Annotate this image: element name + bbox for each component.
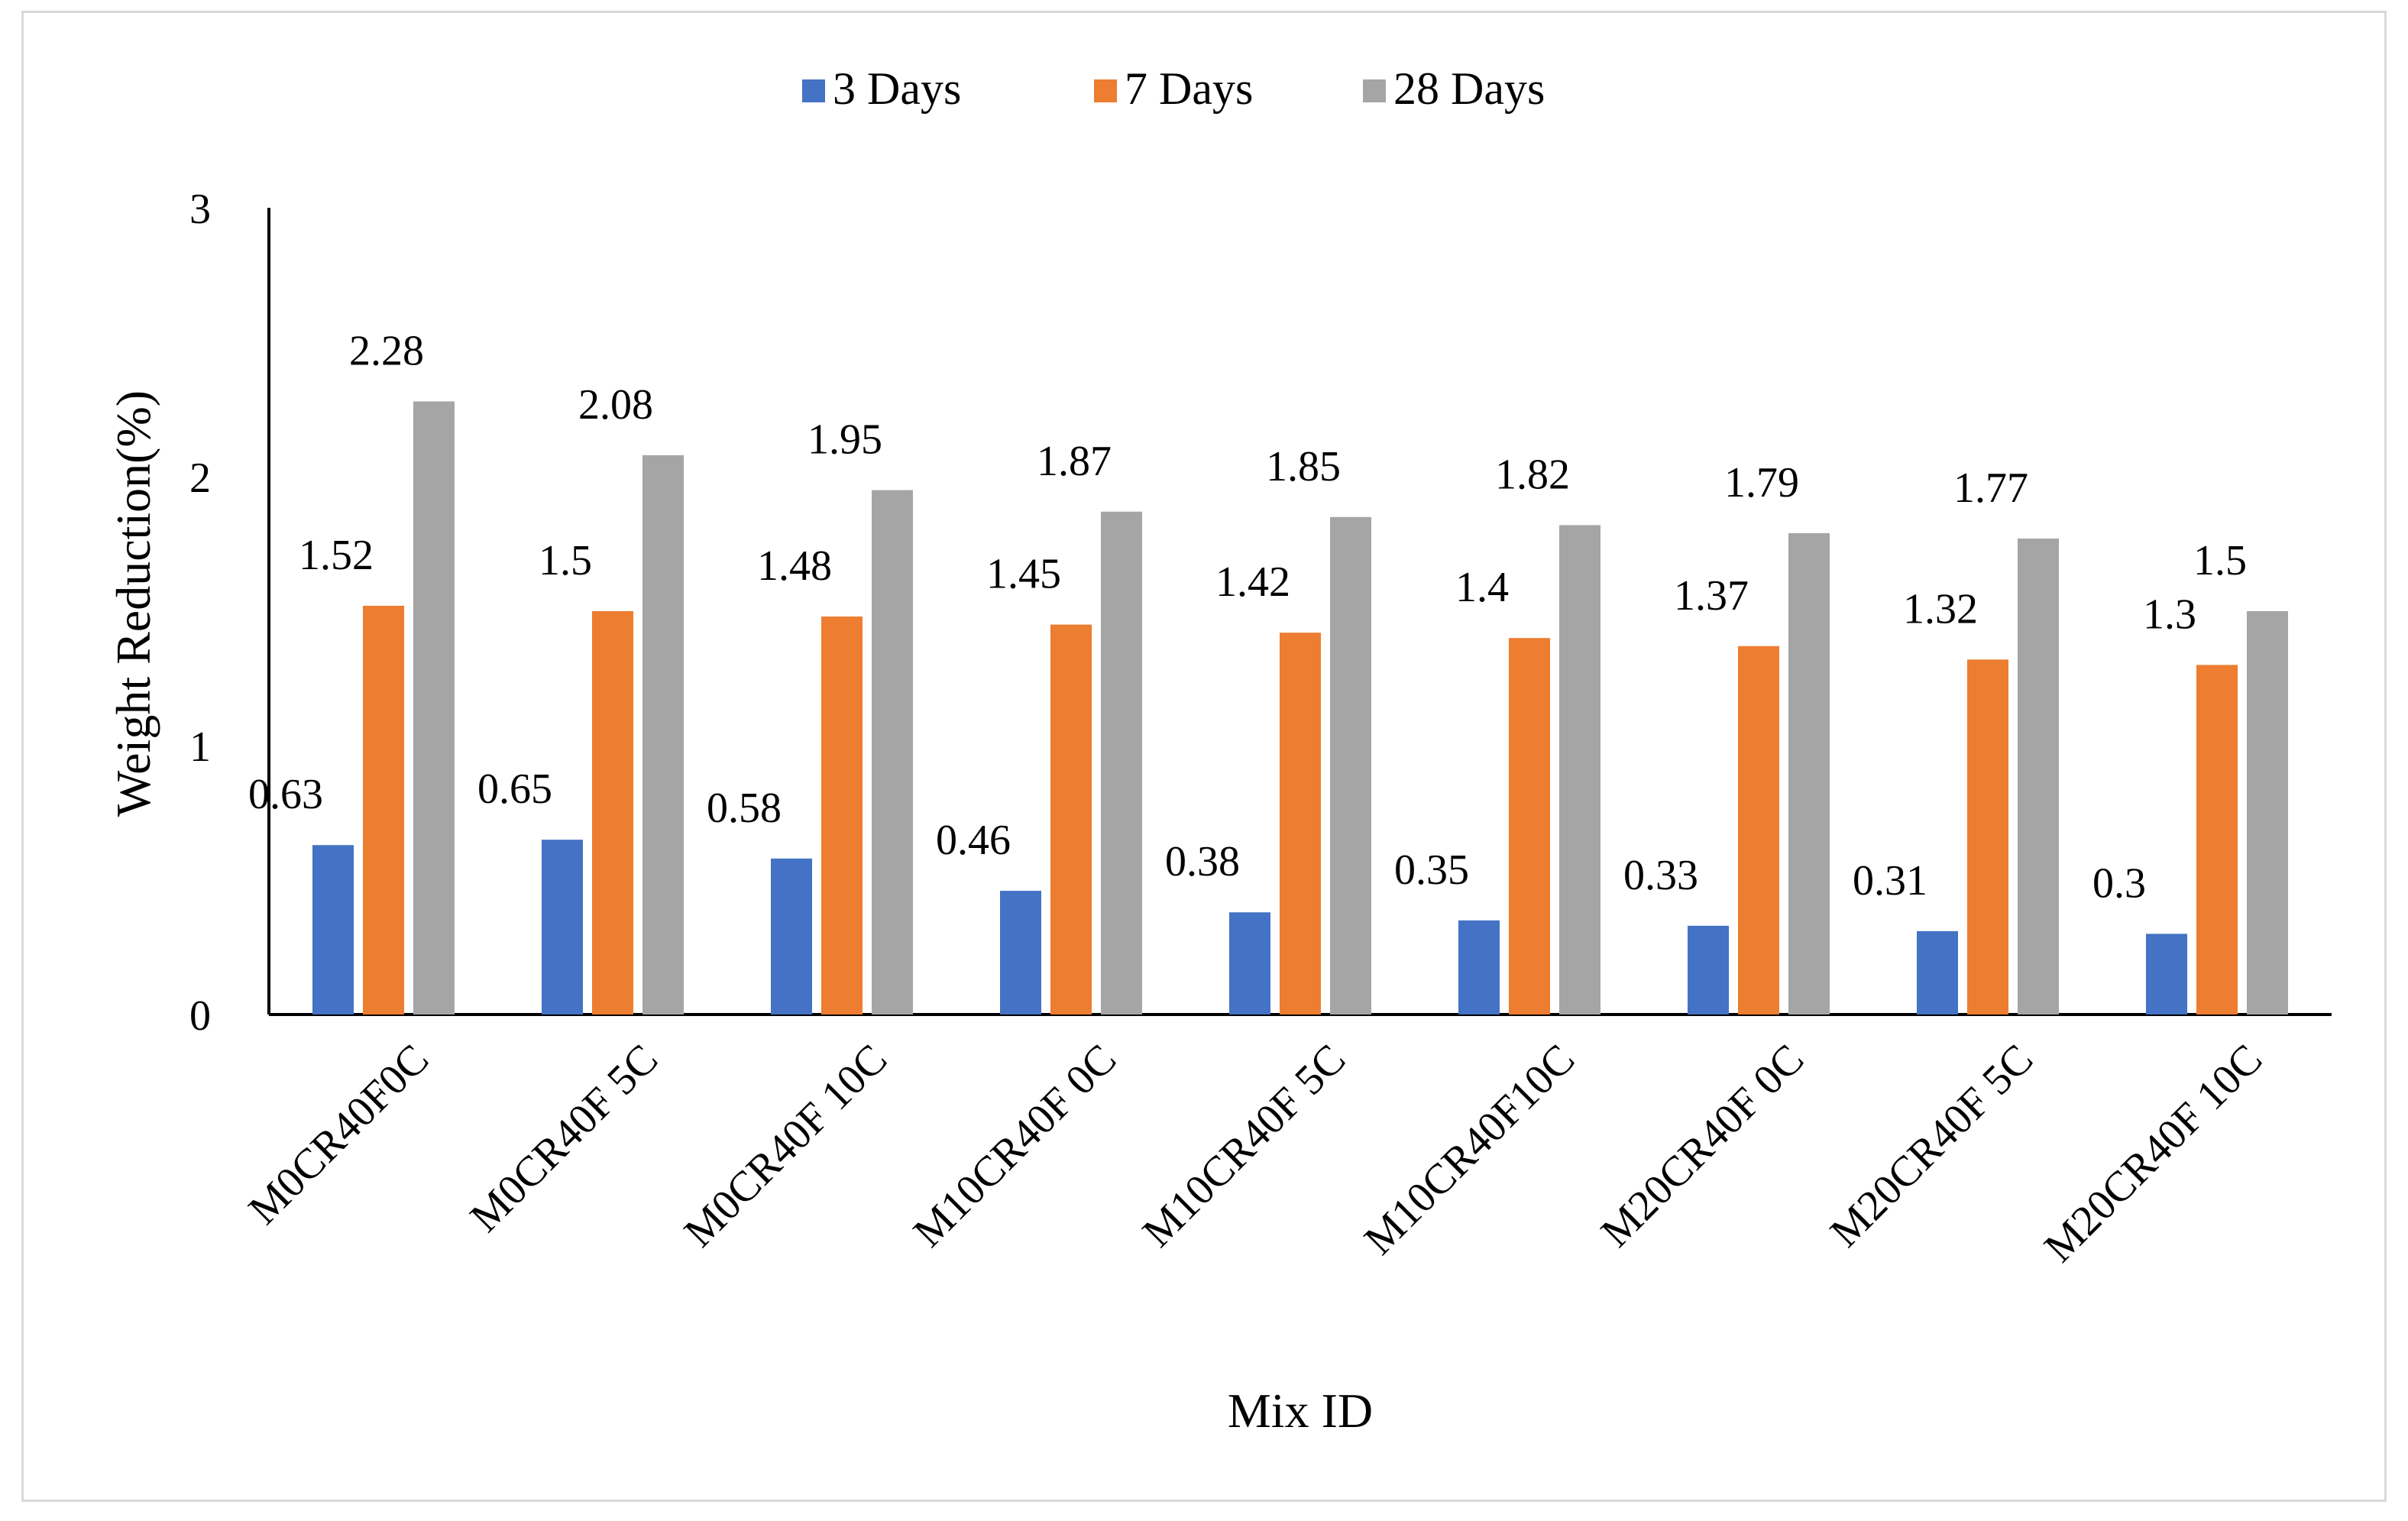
bar-28-days xyxy=(2018,538,2059,1015)
data-label: 2.08 xyxy=(578,381,653,429)
x-tick-label: M10CR40F 0C xyxy=(905,1035,1125,1256)
bar-28-days xyxy=(1330,516,1371,1015)
bar-7-days xyxy=(821,616,863,1015)
x-tick-label: M20CR40F 10C xyxy=(2035,1035,2271,1271)
legend-label: 7 Days xyxy=(1125,63,1253,114)
data-label: 1.77 xyxy=(1953,464,2028,512)
x-tick-label: M10CR40F 5C xyxy=(1134,1035,1354,1256)
y-tick-label: 1 xyxy=(189,723,211,771)
bar-3-days xyxy=(2146,934,2187,1015)
x-tick-label: M0CR40F 10C xyxy=(675,1035,896,1256)
data-label: 1.52 xyxy=(299,532,374,579)
bar-28-days xyxy=(1788,532,1830,1015)
x-tick-label: M20CR40F 5C xyxy=(1821,1035,2042,1256)
data-label: 1.79 xyxy=(1724,459,1799,506)
x-axis-tick-labels: M0CR40F0C M0CR40F 5C M0CR40F 10C M10CR40F 0… xyxy=(240,1035,2272,1271)
bar-3-days xyxy=(1229,912,1270,1015)
data-label: 1.82 xyxy=(1495,451,1570,498)
x-tick-label: M10CR40F10C xyxy=(1355,1035,1584,1264)
legend-swatch xyxy=(1094,79,1117,102)
x-tick-label: M20CR40F 0C xyxy=(1592,1035,1813,1256)
bar-7-days xyxy=(1967,659,2008,1015)
data-label: 0.33 xyxy=(1623,852,1698,899)
data-label: 1.5 xyxy=(539,537,592,584)
legend-label: 28 Days xyxy=(1393,63,1545,114)
bar-3-days xyxy=(542,840,583,1015)
data-label: 0.58 xyxy=(707,785,782,832)
legend-label: 3 Days xyxy=(833,63,961,114)
bar-7-days xyxy=(1509,638,1550,1015)
data-label: 1.87 xyxy=(1037,438,1112,485)
bar-7-days xyxy=(592,611,633,1015)
bar-3-days xyxy=(1917,930,1958,1015)
bar-3-days xyxy=(1688,925,1729,1015)
y-tick-label: 3 xyxy=(189,186,211,233)
y-axis: 0 1 2 3 xyxy=(189,186,2332,1040)
legend: 3 Days 7 Days 28 Days xyxy=(802,63,1545,114)
bar-3-days xyxy=(312,845,354,1015)
data-label: 0.3 xyxy=(2092,859,2146,907)
data-label: 1.95 xyxy=(808,416,882,464)
data-label: 0.38 xyxy=(1165,838,1240,885)
bars xyxy=(312,401,2288,1015)
bar-28-days xyxy=(642,455,684,1015)
bar-7-days xyxy=(1280,633,1321,1015)
data-label: 1.3 xyxy=(2143,591,2196,638)
data-label: 1.45 xyxy=(986,551,1061,598)
x-tick-label: M0CR40F0C xyxy=(240,1035,439,1234)
y-axis-title: Weight Reduction(%) xyxy=(106,390,160,817)
data-label: 2.28 xyxy=(349,327,424,374)
bar-7-days xyxy=(363,605,404,1015)
bar-28-days xyxy=(1559,525,1600,1015)
y-tick-label: 2 xyxy=(189,455,211,502)
data-label: 0.63 xyxy=(248,771,323,818)
x-axis-title: Mix ID xyxy=(1228,1383,1373,1438)
bar-28-days xyxy=(413,401,455,1015)
bar-7-days xyxy=(2196,665,2238,1015)
legend-swatch xyxy=(1363,79,1386,102)
bar-3-days xyxy=(771,858,812,1015)
data-label: 1.48 xyxy=(757,542,832,590)
data-label: 0.35 xyxy=(1394,846,1469,894)
data-label: 1.85 xyxy=(1266,443,1341,490)
data-label: 0.46 xyxy=(936,817,1011,864)
y-tick-label: 0 xyxy=(189,992,211,1040)
data-label: 1.37 xyxy=(1674,572,1749,620)
data-label: 1.32 xyxy=(1903,585,1978,633)
data-label: 1.5 xyxy=(2193,537,2247,584)
bar-28-days xyxy=(872,490,913,1015)
bar-28-days xyxy=(1101,511,1142,1015)
x-tick-label: M0CR40F 5C xyxy=(461,1035,667,1241)
bar-7-days xyxy=(1050,624,1092,1015)
bar-28-days xyxy=(2247,611,2288,1015)
bar-3-days xyxy=(1458,920,1500,1015)
data-labels: 0.63 0.65 0.58 0.46 0.38 0.35 0.33 0.31 0.3 1.52 1… xyxy=(248,327,2247,907)
data-label: 0.31 xyxy=(1853,857,1927,905)
bar-7-days xyxy=(1738,646,1779,1015)
data-label: 1.42 xyxy=(1215,558,1290,606)
bar-3-days xyxy=(1000,891,1041,1015)
legend-swatch xyxy=(802,79,825,102)
data-label: 0.65 xyxy=(477,765,552,813)
data-label: 1.4 xyxy=(1455,564,1509,611)
